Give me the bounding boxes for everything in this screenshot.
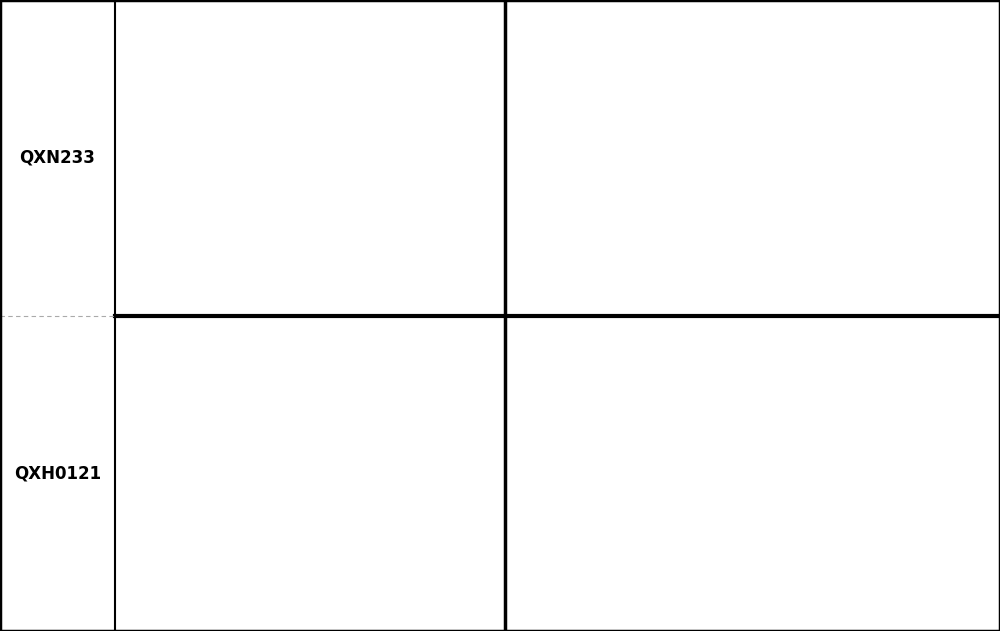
Text: Control: Control <box>598 0 655 14</box>
Text: A: A <box>123 288 137 306</box>
Text: 10 cm: 10 cm <box>917 280 945 289</box>
Text: Control: Control <box>598 316 655 329</box>
Text: 200 mM NaCl: 200 mM NaCl <box>354 0 457 14</box>
Text: QXH0121: QXH0121 <box>14 464 101 482</box>
Text: D: D <box>515 603 530 622</box>
Text: B: B <box>515 288 529 306</box>
Text: C: C <box>123 603 136 622</box>
Text: Control: Control <box>182 0 239 14</box>
Text: 10 cm: 10 cm <box>436 280 464 289</box>
Text: 10 cm: 10 cm <box>436 595 464 604</box>
Text: 200 mM NaCl: 200 mM NaCl <box>354 316 457 329</box>
Text: 0 mM Pi: 0 mM Pi <box>843 0 905 14</box>
Text: Control: Control <box>182 316 239 329</box>
Text: 10 cm: 10 cm <box>917 595 945 604</box>
Text: QXN233: QXN233 <box>20 149 95 167</box>
Text: 0 mM Pi: 0 mM Pi <box>843 316 905 329</box>
